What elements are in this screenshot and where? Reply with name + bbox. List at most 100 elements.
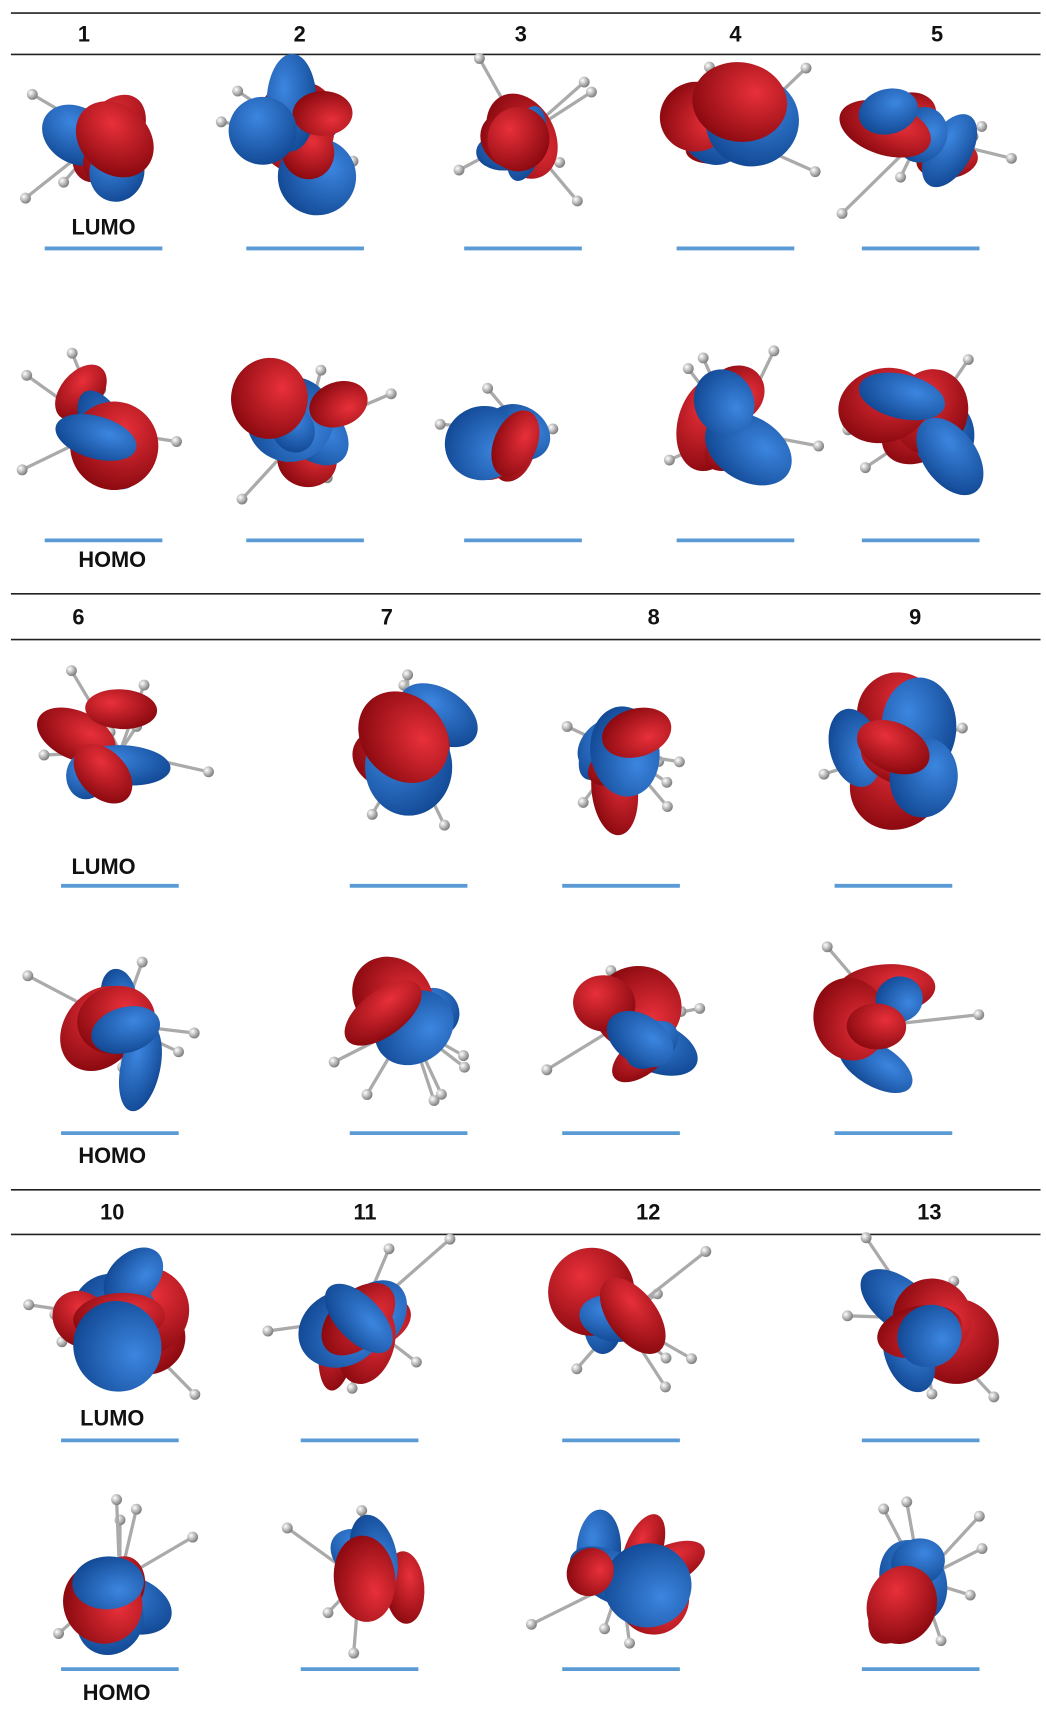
atom <box>189 1028 200 1039</box>
orbital-label: LUMO <box>71 215 135 240</box>
atom <box>315 365 326 376</box>
compound-number: 5 <box>931 22 943 47</box>
orbital-model <box>540 1240 711 1393</box>
atom <box>686 1353 697 1364</box>
atom <box>131 1504 142 1515</box>
orbital-model <box>454 53 597 206</box>
atom <box>58 177 69 188</box>
orbital-model <box>17 348 182 501</box>
atom <box>189 1389 200 1400</box>
atom <box>216 116 227 127</box>
orbital-label: HOMO <box>83 1680 151 1705</box>
orbital-model <box>804 941 984 1104</box>
atom <box>262 1326 273 1337</box>
orbital-label: HOMO <box>78 1143 146 1168</box>
atom <box>203 766 214 777</box>
atom <box>111 1494 122 1505</box>
orbital-model <box>329 940 470 1106</box>
atom <box>356 1505 367 1516</box>
atom <box>362 1089 373 1100</box>
orbital-model <box>842 1232 1013 1402</box>
atom <box>974 1511 985 1522</box>
atom <box>586 87 597 98</box>
atom <box>386 388 397 399</box>
compound-number: 8 <box>648 605 660 630</box>
orbital-model <box>20 81 169 207</box>
atom <box>458 1050 469 1061</box>
atom <box>963 354 974 365</box>
atom <box>187 1532 198 1543</box>
atom <box>562 721 573 732</box>
atom <box>860 462 871 473</box>
atom <box>965 1590 976 1601</box>
atom <box>895 172 906 183</box>
atom <box>976 121 987 132</box>
atom <box>973 1009 984 1020</box>
atom <box>439 820 450 831</box>
atom <box>572 196 583 207</box>
atom <box>660 1381 671 1392</box>
atom <box>837 208 848 219</box>
orbital-model <box>819 661 968 849</box>
atom <box>936 1635 947 1646</box>
atom <box>700 1246 711 1257</box>
orbital-model <box>664 345 824 500</box>
atom <box>348 1648 359 1659</box>
atom <box>459 1062 470 1073</box>
atom <box>27 89 38 100</box>
page: {"sections": [ {"labels": ["1", "2", "3"… <box>0 0 1046 1716</box>
compound-number: 11 <box>354 1199 377 1224</box>
compound-number: 10 <box>100 1199 124 1224</box>
atom <box>1006 153 1017 164</box>
atom <box>599 1623 610 1634</box>
orbital-model <box>340 669 489 830</box>
orbital-model <box>854 1496 987 1656</box>
atom <box>17 464 28 475</box>
atom <box>988 1392 999 1403</box>
orbital-label: HOMO <box>78 547 146 572</box>
atom <box>674 756 685 767</box>
atom <box>436 1089 447 1100</box>
atom <box>541 1064 552 1075</box>
atom <box>66 665 77 676</box>
compound-number: 7 <box>381 605 393 630</box>
orbital-model <box>651 56 820 177</box>
atom <box>22 970 33 981</box>
atom <box>21 370 32 381</box>
orbital-model <box>541 958 706 1092</box>
atom <box>664 455 675 466</box>
atom <box>768 345 779 356</box>
atom <box>579 77 590 88</box>
atom <box>173 1046 184 1057</box>
compound-number: 13 <box>917 1199 941 1224</box>
atom <box>813 441 824 452</box>
atom <box>842 1310 853 1321</box>
atom <box>662 801 673 812</box>
figure: 12345LUMOHOMO6789LUMOHOMO10111213LUMOHOM… <box>0 0 1046 1716</box>
atom <box>957 723 968 734</box>
atom <box>683 363 694 374</box>
atom <box>384 1243 395 1254</box>
atom <box>482 383 493 394</box>
orbital-model <box>262 1234 455 1394</box>
orbital-model <box>832 82 1017 219</box>
orbital-model <box>22 957 199 1116</box>
orbital-model <box>48 1494 198 1668</box>
atom <box>139 680 150 691</box>
atom <box>526 1619 537 1630</box>
atom <box>53 1628 64 1639</box>
orbital-model <box>28 665 214 815</box>
orbital-label: LUMO <box>71 854 135 879</box>
atom <box>237 494 248 505</box>
atom <box>232 86 243 97</box>
compound-number: 9 <box>909 605 921 630</box>
atom <box>578 797 589 808</box>
atom <box>444 1234 455 1245</box>
atom <box>323 1607 334 1618</box>
atom <box>819 769 830 780</box>
orbital-model <box>282 1505 427 1658</box>
atom <box>411 1357 422 1368</box>
atom <box>878 1503 889 1514</box>
atom <box>329 1057 340 1068</box>
atom <box>571 1363 582 1374</box>
